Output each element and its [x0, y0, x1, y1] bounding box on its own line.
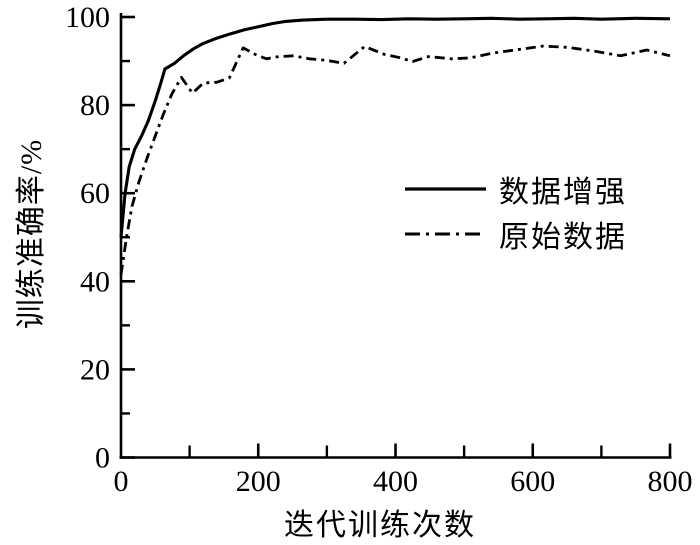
solid-line-sample-icon: [405, 186, 486, 191]
y-tick-label: 20: [80, 353, 110, 386]
y-tick-label: 40: [80, 265, 110, 298]
series-line-original: [119, 44, 671, 275]
x-tick-label: 800: [648, 465, 693, 498]
x-tick-label: 600: [510, 465, 555, 498]
series-line-augmented: [119, 16, 671, 238]
x-tick-label: 0: [114, 465, 129, 498]
y-axis-title: 训练准确率/%: [15, 138, 48, 330]
x-tick-label: 400: [373, 465, 418, 498]
y-tick-label: 60: [80, 177, 110, 210]
legend-label-original: 原始数据: [499, 220, 627, 254]
y-tick-label: 0: [95, 442, 110, 475]
y-tick-label: 100: [65, 1, 110, 34]
legend-item-original: 原始数据: [404, 211, 627, 256]
legend-item-augmented: 数据增强: [404, 166, 627, 211]
x-axis-title: 迭代训练次数: [284, 509, 476, 542]
x-tick-label: 200: [236, 465, 281, 498]
legend-label-augmented: 数据增强: [499, 175, 627, 209]
legend: 数据增强 原始数据: [404, 166, 627, 256]
y-tick-label: 80: [80, 89, 110, 122]
dashdot-line-sample-icon: [405, 232, 486, 235]
